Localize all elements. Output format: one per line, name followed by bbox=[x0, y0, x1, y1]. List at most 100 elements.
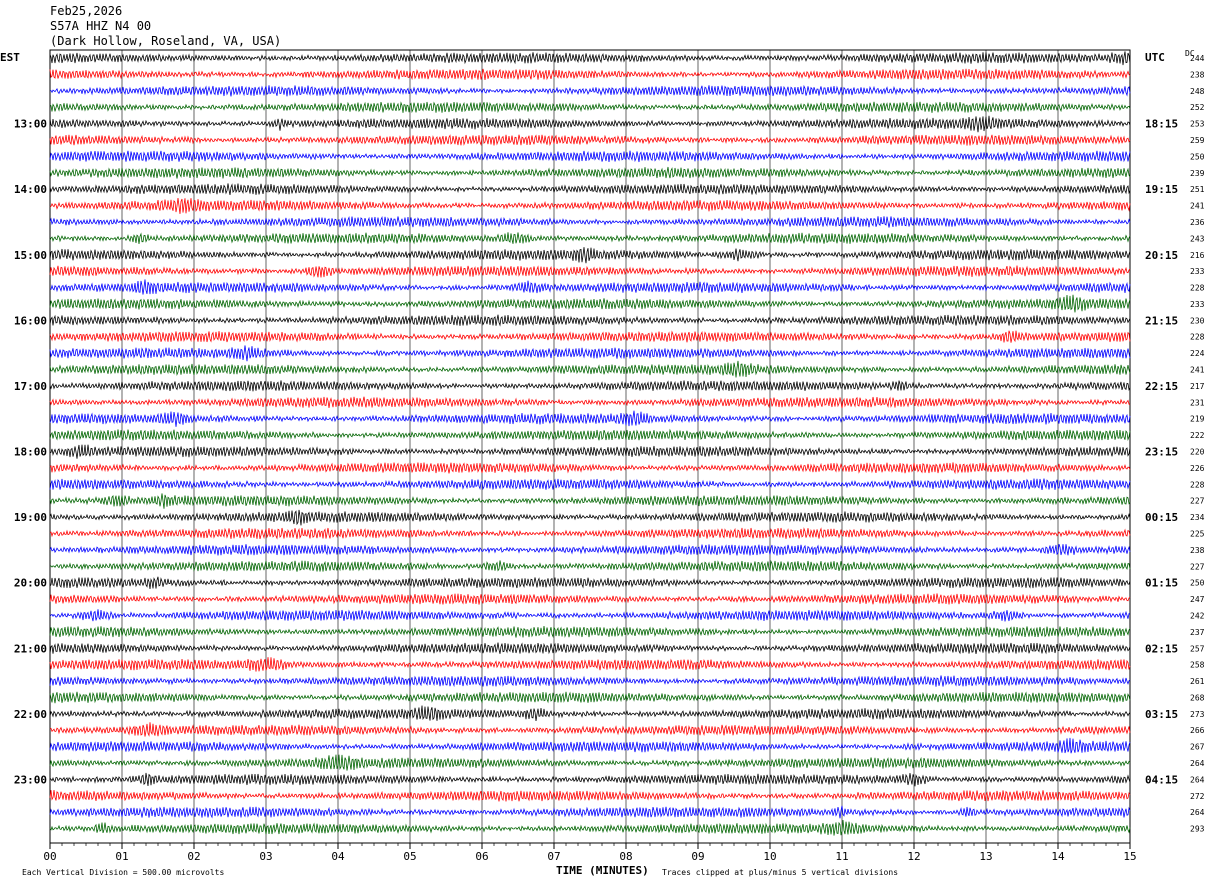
left-hour-label: 18:00 bbox=[14, 446, 47, 459]
left-hour-label: 20:00 bbox=[14, 577, 47, 590]
dc-value: 228 bbox=[1190, 284, 1205, 293]
trace-line bbox=[49, 462, 1131, 475]
x-tick-label: 11 bbox=[835, 850, 848, 863]
station-location: (Dark Hollow, Roseland, VA, USA) bbox=[50, 34, 282, 48]
dc-value: 216 bbox=[1190, 251, 1205, 260]
x-tick-label: 14 bbox=[1051, 850, 1065, 863]
left-timezone-label: EST bbox=[0, 51, 20, 64]
right-hour-label: 01:15 bbox=[1145, 577, 1178, 590]
x-tick-label: 01 bbox=[115, 850, 128, 863]
trace-line bbox=[49, 360, 1131, 378]
x-tick-label: 12 bbox=[907, 850, 920, 863]
trace-line bbox=[49, 197, 1131, 214]
x-tick-label: 07 bbox=[547, 850, 560, 863]
left-hour-label: 13:00 bbox=[14, 118, 47, 131]
trace-line bbox=[49, 626, 1131, 638]
trace-line bbox=[49, 380, 1131, 392]
dc-value: 233 bbox=[1190, 300, 1205, 309]
x-tick-label: 08 bbox=[619, 850, 632, 863]
dc-value: 264 bbox=[1190, 775, 1205, 784]
trace-line bbox=[49, 772, 1131, 787]
trace-line bbox=[49, 493, 1131, 509]
trace-line bbox=[49, 294, 1131, 313]
right-hour-label: 00:15 bbox=[1145, 511, 1178, 524]
trace-line bbox=[49, 68, 1131, 81]
right-hour-label: 02:15 bbox=[1145, 642, 1178, 655]
trace-line bbox=[49, 279, 1131, 295]
dc-value: 228 bbox=[1190, 333, 1205, 342]
dc-value: 250 bbox=[1190, 152, 1205, 161]
dc-value: 247 bbox=[1190, 595, 1205, 604]
x-tick-label: 02 bbox=[187, 850, 200, 863]
dc-value: 244 bbox=[1190, 54, 1205, 63]
x-tick-label: 05 bbox=[403, 850, 416, 863]
dc-value: 222 bbox=[1190, 431, 1205, 440]
trace-line bbox=[49, 675, 1131, 688]
dc-value: 264 bbox=[1190, 808, 1205, 817]
dc-value: 220 bbox=[1190, 448, 1205, 457]
trace-line bbox=[49, 642, 1131, 655]
axis-labels: 00 01 02 03 04 05 06 07 08 09 10 11 12 13 14 15 13:00 14:… bbox=[14, 54, 1205, 863]
dc-value: 233 bbox=[1190, 267, 1205, 276]
trace-line bbox=[49, 215, 1131, 228]
trace-line bbox=[49, 410, 1131, 427]
trace-line bbox=[49, 559, 1131, 572]
trace-line bbox=[49, 232, 1131, 245]
dc-value: 243 bbox=[1190, 234, 1205, 243]
dc-value: 251 bbox=[1190, 185, 1205, 194]
right-hour-label: 21:15 bbox=[1145, 314, 1178, 327]
trace-line bbox=[49, 691, 1131, 704]
trace-line bbox=[49, 478, 1131, 491]
trace-line bbox=[49, 593, 1131, 605]
right-timezone-label: UTC bbox=[1145, 51, 1165, 64]
left-hour-label: 15:00 bbox=[14, 249, 47, 262]
dc-value: 226 bbox=[1190, 464, 1205, 473]
dc-value: 242 bbox=[1190, 611, 1205, 620]
trace-line bbox=[49, 444, 1131, 459]
x-tick-label: 00 bbox=[43, 850, 56, 863]
dc-value: 267 bbox=[1190, 743, 1205, 752]
x-tick-label: 06 bbox=[475, 850, 488, 863]
right-hour-label: 19:15 bbox=[1145, 183, 1178, 196]
trace-line bbox=[49, 101, 1131, 114]
dc-value: 257 bbox=[1190, 644, 1205, 653]
trace-line bbox=[49, 705, 1131, 721]
trace-line bbox=[49, 134, 1131, 146]
clip-note: Traces clipped at plus/minus 5 vertical … bbox=[662, 868, 898, 877]
trace-line bbox=[49, 84, 1131, 97]
trace-line bbox=[49, 428, 1131, 441]
x-tick-label: 09 bbox=[691, 850, 704, 863]
trace-line bbox=[49, 805, 1131, 819]
dc-value: 224 bbox=[1190, 349, 1205, 358]
dc-value: 250 bbox=[1190, 579, 1205, 588]
dc-value: 258 bbox=[1190, 661, 1205, 670]
dc-value: 217 bbox=[1190, 382, 1205, 391]
x-tick-label: 13 bbox=[979, 850, 992, 863]
trace-line bbox=[49, 166, 1131, 179]
trace-line bbox=[49, 51, 1131, 66]
dc-value: 253 bbox=[1190, 120, 1205, 129]
chart-date: Feb25,2026 bbox=[50, 4, 123, 18]
trace-line bbox=[49, 396, 1131, 409]
right-hour-label: 23:15 bbox=[1145, 446, 1178, 459]
trace-line bbox=[49, 247, 1131, 264]
left-hour-label: 16:00 bbox=[14, 314, 47, 327]
trace-line bbox=[49, 576, 1131, 589]
trace-line bbox=[49, 722, 1131, 737]
trace-line bbox=[49, 509, 1131, 526]
left-hour-label: 23:00 bbox=[14, 773, 47, 786]
dc-value: 228 bbox=[1190, 480, 1205, 489]
dc-value: 268 bbox=[1190, 693, 1205, 702]
trace-line bbox=[49, 609, 1131, 622]
dc-value: 252 bbox=[1190, 103, 1205, 112]
dc-value: 239 bbox=[1190, 169, 1205, 178]
right-hour-label: 04:15 bbox=[1145, 773, 1178, 786]
dc-value: 236 bbox=[1190, 218, 1205, 227]
dc-value: 225 bbox=[1190, 529, 1205, 538]
trace-line bbox=[49, 115, 1131, 133]
dc-value: 261 bbox=[1190, 677, 1205, 686]
grid-lines bbox=[49, 49, 1131, 849]
scale-note: Each Vertical Division = 500.00 microvol… bbox=[22, 868, 224, 877]
trace-line bbox=[49, 657, 1131, 672]
